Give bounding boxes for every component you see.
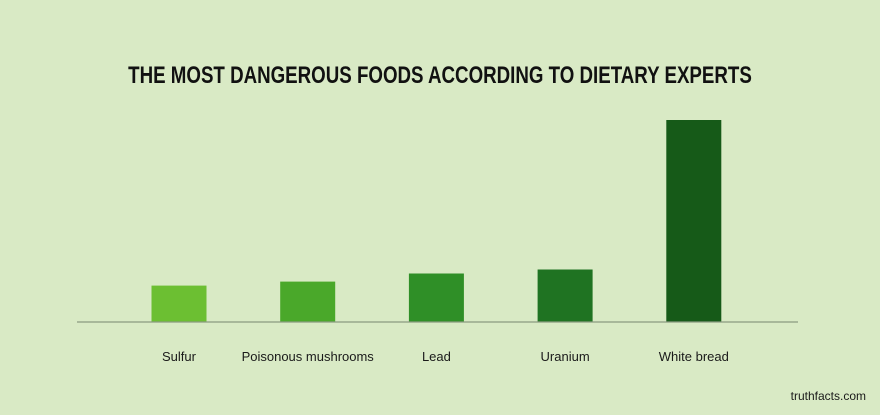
category-label: Uranium <box>541 349 590 364</box>
chart-title: THE MOST DANGEROUS FOODS ACCORDING TO DI… <box>128 62 752 89</box>
category-label: Poisonous mushrooms <box>242 349 375 364</box>
bar-sulfur <box>151 285 207 322</box>
category-label: Lead <box>422 349 451 364</box>
bar-uranium <box>537 269 593 322</box>
bar-lead <box>408 273 464 322</box>
category-label: White bread <box>659 349 729 364</box>
source-credit: truthfacts.com <box>790 389 866 403</box>
bar-white-bread <box>666 120 722 322</box>
category-label: Sulfur <box>162 349 197 364</box>
bar-poisonous-mushrooms <box>280 281 336 322</box>
